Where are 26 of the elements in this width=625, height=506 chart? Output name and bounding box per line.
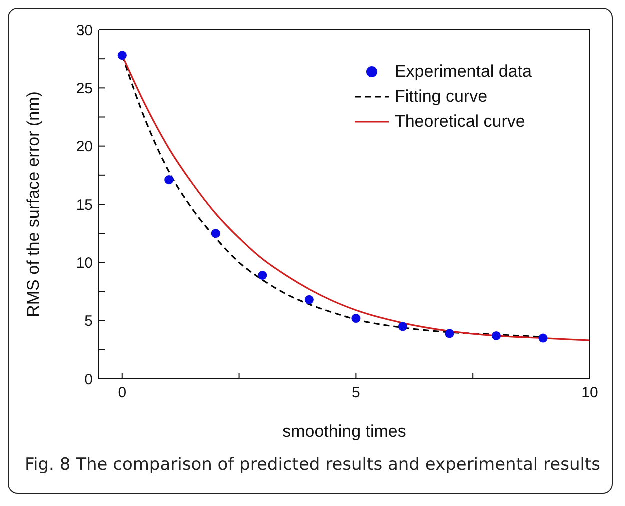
point	[445, 329, 454, 338]
legend-label: Experimental data	[394, 62, 532, 82]
point	[538, 334, 548, 343]
y-tick-label: 5	[84, 313, 93, 330]
point	[211, 229, 220, 238]
x-tick-label: 0	[118, 384, 127, 402]
y-axis-title: RMS of the surface error (nm)	[24, 92, 44, 318]
caption: Fig. 8 The comparison of predicted results and experimental results	[25, 455, 600, 475]
point	[118, 51, 127, 60]
x-tick-label: 10	[582, 384, 598, 402]
point	[258, 270, 268, 280]
y-tick-label: 0	[84, 371, 93, 388]
legend-label: Fitting curve	[394, 86, 488, 106]
x-axis-title: smoothing times	[282, 422, 406, 441]
point	[304, 295, 314, 304]
y-tick-label: 25	[76, 80, 93, 98]
point	[164, 176, 174, 185]
y-tick-label: 15	[76, 196, 93, 214]
point	[492, 331, 501, 340]
legend-label: Theoretical curve	[394, 112, 526, 132]
y-tick-label: 30	[76, 22, 93, 40]
y-tick-label: 10	[76, 254, 93, 272]
point	[398, 322, 408, 332]
x-tick-label: 5	[352, 384, 360, 402]
point	[352, 314, 361, 324]
y-tick-label: 20	[76, 138, 93, 156]
